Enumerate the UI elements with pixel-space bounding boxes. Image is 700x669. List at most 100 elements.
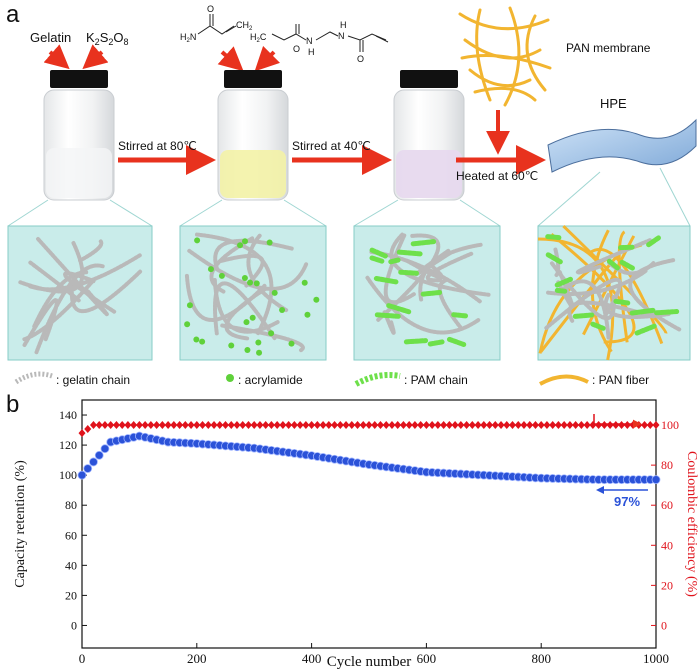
pam-chain bbox=[613, 298, 632, 306]
capacity-retention-point bbox=[83, 464, 93, 473]
mesh-chains bbox=[18, 225, 682, 361]
panel-a-label: a bbox=[6, 1, 20, 28]
zoom-guides bbox=[7, 167, 691, 227]
coulombic-efficiency-point bbox=[371, 421, 379, 430]
coulombic-efficiency-point bbox=[244, 421, 252, 430]
pam-chain bbox=[403, 338, 429, 345]
gelatin-chain bbox=[194, 232, 274, 336]
y-axis-left-label: Capacity retention (%) bbox=[13, 460, 28, 588]
coulombic-efficiency-point bbox=[296, 421, 304, 430]
capacity-retention-point bbox=[77, 470, 87, 480]
acrylamide-dot bbox=[228, 342, 235, 349]
panel-b: b 0 200 400 600 800 1000 0 20 40 60 80 100 120 140 0 20… bbox=[6, 391, 699, 669]
coulombic-efficiency-point bbox=[600, 421, 608, 430]
retention-annotation: 97% bbox=[614, 494, 640, 509]
pam-chain bbox=[634, 323, 657, 336]
gelatin-chain bbox=[628, 257, 682, 332]
coulombic-efficiency-point bbox=[497, 421, 505, 430]
coulombic-efficiency-point bbox=[618, 421, 626, 430]
y-left-tick-label: 40 bbox=[65, 558, 77, 572]
coulombic-efficiency-point bbox=[267, 421, 275, 430]
x-tick-label: 200 bbox=[187, 651, 207, 666]
coulombic-efficiency-point bbox=[440, 421, 448, 430]
pam-chain bbox=[590, 321, 606, 331]
coulombic-efficiency-point bbox=[606, 421, 614, 430]
coulombic-efficiency-point bbox=[222, 421, 229, 430]
y-right-tick-label: 100 bbox=[661, 418, 679, 432]
reagent-arrow-right bbox=[82, 44, 109, 70]
acrylamide-ch2-label: CH2 bbox=[236, 20, 253, 32]
coulombic-efficiency-point bbox=[382, 421, 390, 430]
coulombic-efficiency-point bbox=[95, 421, 103, 430]
pam-chain bbox=[451, 312, 469, 319]
hpe-film bbox=[547, 118, 697, 173]
coulombic-efficiency-point bbox=[474, 421, 482, 430]
pam-chain bbox=[427, 339, 445, 347]
capacity-retention-point bbox=[94, 450, 104, 460]
coulombic-efficiency-point bbox=[256, 421, 264, 430]
coulombic-efficiency-point bbox=[572, 421, 580, 430]
coulombic-efficiency-point bbox=[388, 421, 396, 430]
coulombic-efficiency-point bbox=[641, 421, 649, 430]
vial-1 bbox=[43, 70, 115, 201]
gelatin-chain bbox=[22, 298, 59, 348]
capacity-retention-point bbox=[100, 444, 110, 454]
coulombic-efficiency-point bbox=[233, 421, 241, 430]
coulombic-efficiency-point bbox=[566, 421, 574, 430]
coulombic-efficiency-point bbox=[84, 425, 92, 434]
coulombic-efficiency-point bbox=[480, 421, 488, 430]
gelatin-chain bbox=[69, 269, 143, 313]
capacity-retention-point bbox=[651, 475, 661, 485]
coulombic-efficiency-point bbox=[216, 421, 224, 430]
pam-chain bbox=[388, 257, 402, 265]
bis-h2c-label: H2C bbox=[250, 32, 267, 44]
x-tick-label: 800 bbox=[531, 651, 551, 666]
acrylamide-structure bbox=[197, 14, 237, 35]
coulombic-efficiency-point bbox=[359, 421, 367, 430]
acrylamide-dot bbox=[279, 306, 286, 313]
coulombic-efficiency-point bbox=[308, 421, 316, 430]
step-label-1: Stirred at 80℃ bbox=[118, 139, 197, 153]
plot-frame bbox=[81, 399, 657, 649]
bis-h-left-label: H bbox=[308, 47, 315, 57]
coulombic-efficiency-point bbox=[147, 421, 155, 430]
acrylamide-dot bbox=[288, 340, 295, 347]
y-axis-right-label: Coulombic efficiency (%) bbox=[684, 451, 699, 597]
monomer-arrow-right bbox=[254, 45, 281, 72]
coulombic-efficiency-point bbox=[646, 421, 654, 430]
vial-2 bbox=[217, 70, 289, 201]
coulombic-efficiency-point bbox=[164, 421, 172, 430]
coulombic-efficiency-point bbox=[514, 421, 522, 430]
y-right-tick-label: 40 bbox=[661, 538, 673, 552]
panel-a: a Gelatin K2S2O8 H2N O CH2 H2C O N H N H… bbox=[6, 1, 697, 387]
coulombic-efficiency-point bbox=[491, 421, 499, 430]
gelatin-chain bbox=[224, 287, 267, 341]
coulombic-efficiency-point bbox=[227, 421, 235, 430]
coulombic-efficiency-point bbox=[417, 421, 425, 430]
data-series bbox=[77, 421, 661, 485]
x-tick-label: 0 bbox=[79, 651, 86, 666]
x-tick-label: 400 bbox=[302, 651, 322, 666]
bis-nh-right-label: N bbox=[338, 31, 345, 41]
coulombic-efficiency-point bbox=[187, 421, 195, 430]
y-left-tick-label: 0 bbox=[71, 618, 77, 632]
x-tick-label: 1000 bbox=[643, 651, 669, 666]
acrylamide-dot bbox=[237, 242, 244, 249]
y-right-tick-label: 20 bbox=[661, 578, 673, 592]
pan-membrane bbox=[458, 6, 552, 107]
coulombic-efficiency-point bbox=[78, 429, 86, 438]
coulombic-efficiency-point bbox=[445, 421, 453, 430]
pam-chain bbox=[629, 307, 656, 316]
acrylamide-dot bbox=[184, 321, 191, 328]
acrylamide-dot bbox=[271, 289, 278, 296]
coulombic-efficiency-point bbox=[468, 421, 476, 430]
coulombic-efficiency-point bbox=[210, 421, 218, 430]
coulombic-efficiency-point bbox=[262, 421, 270, 430]
gelatin-reagent-label: Gelatin bbox=[30, 30, 71, 45]
pam-chain bbox=[572, 312, 595, 319]
legend-acrylamide: : acrylamide bbox=[226, 373, 303, 387]
pam-chain bbox=[606, 258, 620, 271]
gelatin-chain bbox=[546, 269, 648, 296]
x-axis-label: Cycle number bbox=[327, 654, 412, 669]
vial-3 bbox=[393, 70, 465, 201]
